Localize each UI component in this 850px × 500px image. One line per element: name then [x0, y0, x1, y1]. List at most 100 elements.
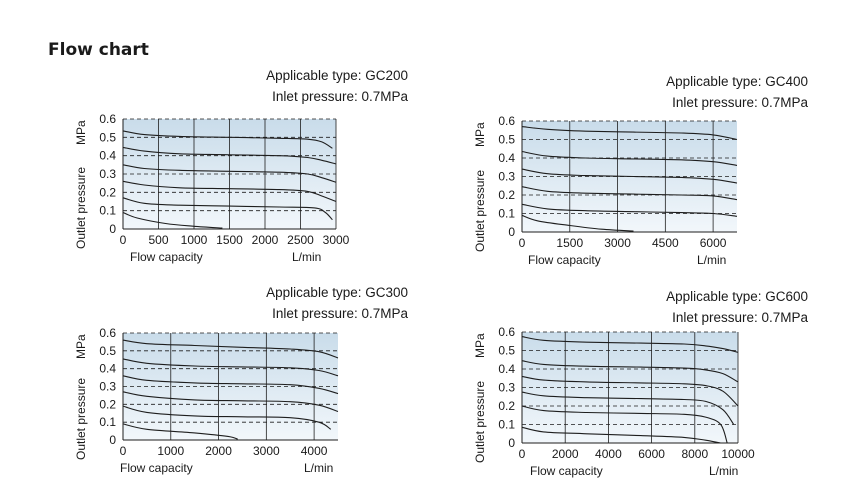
x-tick-label: 2500: [287, 233, 314, 247]
inlet-label: Inlet pressure: 0.7MPa: [272, 306, 408, 321]
x-tick-label: 1500: [216, 233, 243, 247]
series-line: [122, 146, 337, 165]
y-axis-unit: MPa: [473, 333, 487, 358]
y-axis-unit: MPa: [74, 334, 88, 359]
x-axis-unit: L/min: [292, 250, 321, 264]
y-tick-label: 0.2: [99, 397, 116, 411]
type-label: Applicable type: GC200: [266, 68, 408, 83]
y-tick-label: 0.6: [498, 325, 515, 339]
y-tick-label: 0.6: [99, 112, 116, 126]
x-tick-label: 6000: [700, 236, 727, 250]
series-line: [122, 423, 238, 440]
series-line: [122, 211, 223, 229]
y-axis-label: Outlet pressure: [74, 167, 88, 249]
y-tick-label: 0.2: [498, 399, 515, 413]
series-line: [521, 360, 739, 383]
series-line: [122, 391, 339, 413]
y-tick-label: 0.5: [99, 130, 116, 144]
x-tick-label: 0: [519, 447, 526, 461]
x-tick-label: 6000: [638, 447, 665, 461]
series-line: [122, 375, 339, 395]
flow-chart-gc400: 0 0.1 0.2 0.3 0.4 0.5 0.6 0 1500 3000 4500 6000 Flow…: [473, 114, 738, 267]
series-line: [521, 391, 735, 425]
series-line: [122, 180, 337, 203]
series-line: [521, 126, 738, 141]
y-tick-label: 0.3: [498, 381, 515, 395]
flow-chart-gc200: 0 0.1 0.2 0.3 0.4 0.5 0.6 0 500 1000 1500 2000 2500 3…: [74, 112, 350, 264]
x-axis-unit: L/min: [709, 464, 738, 478]
x-tick-label: 2000: [552, 447, 579, 461]
page-title: Flow chart: [48, 40, 149, 60]
series-line: [521, 150, 738, 166]
inlet-label: Inlet pressure: 0.7MPa: [672, 95, 808, 110]
series-line: [122, 130, 333, 149]
y-tick-label: 0.4: [498, 151, 515, 165]
y-tick-label: 0.5: [99, 344, 116, 358]
y-tick-label: 0: [508, 436, 515, 450]
series-line: [521, 203, 738, 217]
x-axis-label: Flow capacity: [530, 464, 603, 478]
x-tick-label: 1500: [556, 236, 583, 250]
x-tick-label: 2000: [252, 233, 279, 247]
flow-chart-gc300: 0 0.1 0.2 0.3 0.4 0.5 0.6 0 1000 2000 3000 4000 Flow…: [74, 326, 339, 475]
series-line: [521, 168, 738, 184]
y-tick-label: 0.3: [99, 380, 116, 394]
x-tick-label: 0: [120, 233, 127, 247]
y-tick-label: 0: [109, 433, 116, 447]
y-tick-label: 0.3: [99, 167, 116, 181]
y-tick-label: 0.1: [99, 204, 116, 218]
x-axis-label: Flow capacity: [130, 250, 203, 264]
x-axis-unit: L/min: [697, 253, 726, 267]
x-tick-label: 4500: [652, 236, 679, 250]
series-line: [521, 375, 739, 407]
y-axis-unit: MPa: [74, 120, 88, 145]
y-tick-label: 0.6: [99, 326, 116, 340]
x-tick-label: 500: [148, 233, 168, 247]
x-tick-label: 4000: [595, 447, 622, 461]
x-tick-label: 3000: [323, 233, 350, 247]
y-axis-label: Outlet pressure: [74, 378, 88, 460]
y-tick-label: 0.5: [498, 133, 515, 147]
y-tick-label: 0.4: [498, 362, 515, 376]
y-tick-label: 0: [109, 222, 116, 236]
y-tick-label: 0: [508, 225, 515, 239]
x-tick-label: 0: [519, 236, 526, 250]
x-tick-label: 10000: [721, 447, 755, 461]
y-tick-label: 0.1: [99, 415, 116, 429]
y-tick-label: 0.4: [99, 149, 116, 163]
chart-panel-gc300: Applicable type: GC300 Inlet pressure: 0…: [0, 250, 425, 500]
x-tick-label: 3000: [604, 236, 631, 250]
y-tick-label: 0.6: [498, 114, 515, 128]
y-axis-unit: MPa: [473, 122, 487, 147]
y-tick-label: 0.4: [99, 362, 116, 376]
y-axis-label: Outlet pressure: [473, 170, 487, 252]
y-tick-label: 0.2: [99, 185, 116, 199]
x-tick-label: 1000: [157, 444, 184, 458]
series-line: [122, 164, 337, 183]
type-label: Applicable type: GC600: [666, 289, 808, 304]
y-axis-label: Outlet pressure: [473, 381, 487, 463]
series-line: [521, 214, 634, 232]
series-line: [521, 426, 721, 444]
y-tick-label: 0.2: [498, 188, 515, 202]
x-axis-label: Flow capacity: [120, 461, 193, 475]
x-tick-label: 4000: [301, 444, 328, 458]
x-tick-label: 3000: [253, 444, 280, 458]
series-line: [122, 358, 339, 377]
y-tick-label: 0.1: [498, 207, 515, 221]
series-line: [122, 405, 332, 430]
inlet-label: Inlet pressure: 0.7MPa: [272, 89, 408, 104]
type-label: Applicable type: GC400: [666, 74, 808, 89]
x-axis-label: Flow capacity: [528, 253, 601, 267]
series-line: [521, 336, 739, 353]
series-line: [521, 186, 738, 201]
chart-panel-gc200: Applicable type: GC200 Inlet pressure: 0…: [0, 0, 425, 270]
y-tick-label: 0.3: [498, 170, 515, 184]
series-line: [122, 339, 339, 359]
chart-panel-gc600: Applicable type: GC600 Inlet pressure: 0…: [425, 250, 850, 500]
type-label: Applicable type: GC300: [266, 285, 408, 300]
inlet-label: Inlet pressure: 0.7MPa: [672, 310, 808, 325]
series-line: [122, 197, 333, 221]
x-tick-label: 1000: [181, 233, 208, 247]
y-tick-label: 0.5: [498, 344, 515, 358]
